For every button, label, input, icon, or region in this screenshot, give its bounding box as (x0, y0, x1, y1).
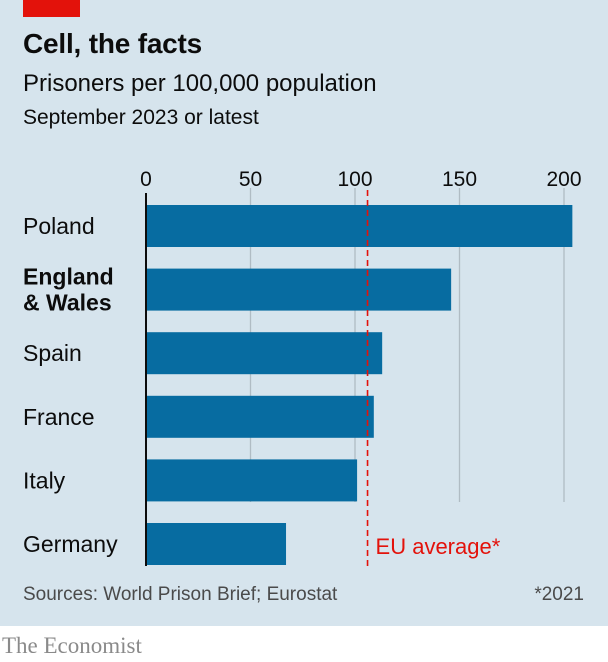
category-label: France (23, 404, 95, 430)
eu-average-label: EU average* (376, 534, 501, 559)
category-label: & Wales (23, 290, 112, 316)
category-label: Germany (23, 531, 118, 557)
category-label: Spain (23, 340, 82, 366)
chart-title: Cell, the facts (23, 28, 203, 59)
x-tick-label: 150 (442, 168, 477, 191)
x-tick-label: 200 (546, 168, 581, 191)
publisher-logo: The Economist (2, 633, 142, 658)
bar (146, 205, 573, 247)
category-label: Poland (23, 213, 95, 239)
footnote: *2021 (534, 584, 584, 605)
bar (146, 459, 358, 502)
bar-chart: 0 50 100 150 200 Poland England& Wales Spain Fra… (23, 168, 582, 566)
category-label: Italy (23, 467, 66, 493)
chart-date-note: September 2023 or latest (23, 106, 259, 129)
x-tick-label: 100 (337, 168, 372, 191)
chart-subtitle: Prisoners per 100,000 population (23, 70, 377, 97)
bar (146, 268, 452, 311)
bar (146, 395, 374, 438)
bar (146, 332, 383, 375)
category-label: England (23, 264, 114, 290)
x-tick-label: 50 (239, 168, 262, 191)
source-note: Sources: World Prison Brief; Eurostat (23, 584, 338, 605)
brand-red-tag (23, 0, 80, 17)
chart-panel (0, 0, 608, 626)
x-tick-label: 0 (140, 168, 152, 191)
bar (146, 523, 287, 565)
